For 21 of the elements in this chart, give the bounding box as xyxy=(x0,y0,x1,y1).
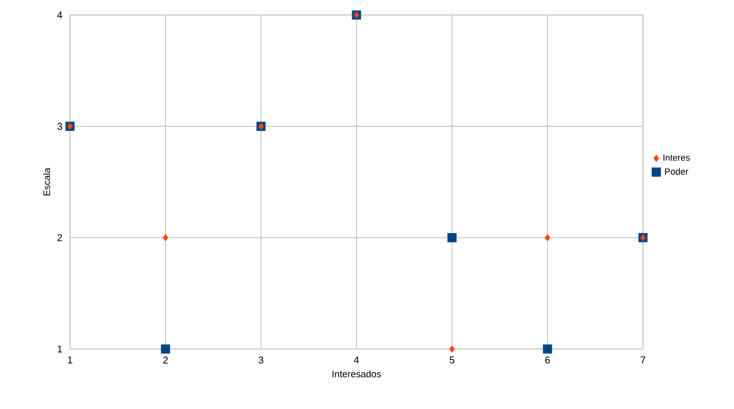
x-tick-label: 1 xyxy=(68,356,72,364)
y-tick-label: 1 xyxy=(58,346,62,352)
legend-label: Poder xyxy=(665,168,688,175)
x-axis-title: Interesados xyxy=(332,370,381,378)
x-tick-label: 5 xyxy=(450,356,454,364)
point xyxy=(542,344,552,354)
point xyxy=(449,345,455,353)
point xyxy=(544,234,550,242)
point xyxy=(447,233,457,242)
point xyxy=(160,344,170,354)
x-tick-label: 6 xyxy=(545,356,550,364)
legend-label: Interes xyxy=(664,154,690,161)
y-axis-title: Escala xyxy=(43,168,50,196)
y-tick-label: 4 xyxy=(57,12,62,18)
x-tick-label: 4 xyxy=(354,356,359,364)
x-tick-label: 2 xyxy=(163,356,168,364)
y-tick-label: 2 xyxy=(57,234,62,242)
y-tick-label: 3 xyxy=(57,122,62,130)
x-tick-label: 7 xyxy=(640,356,646,364)
point xyxy=(162,234,168,242)
x-tick-label: 3 xyxy=(258,356,264,364)
